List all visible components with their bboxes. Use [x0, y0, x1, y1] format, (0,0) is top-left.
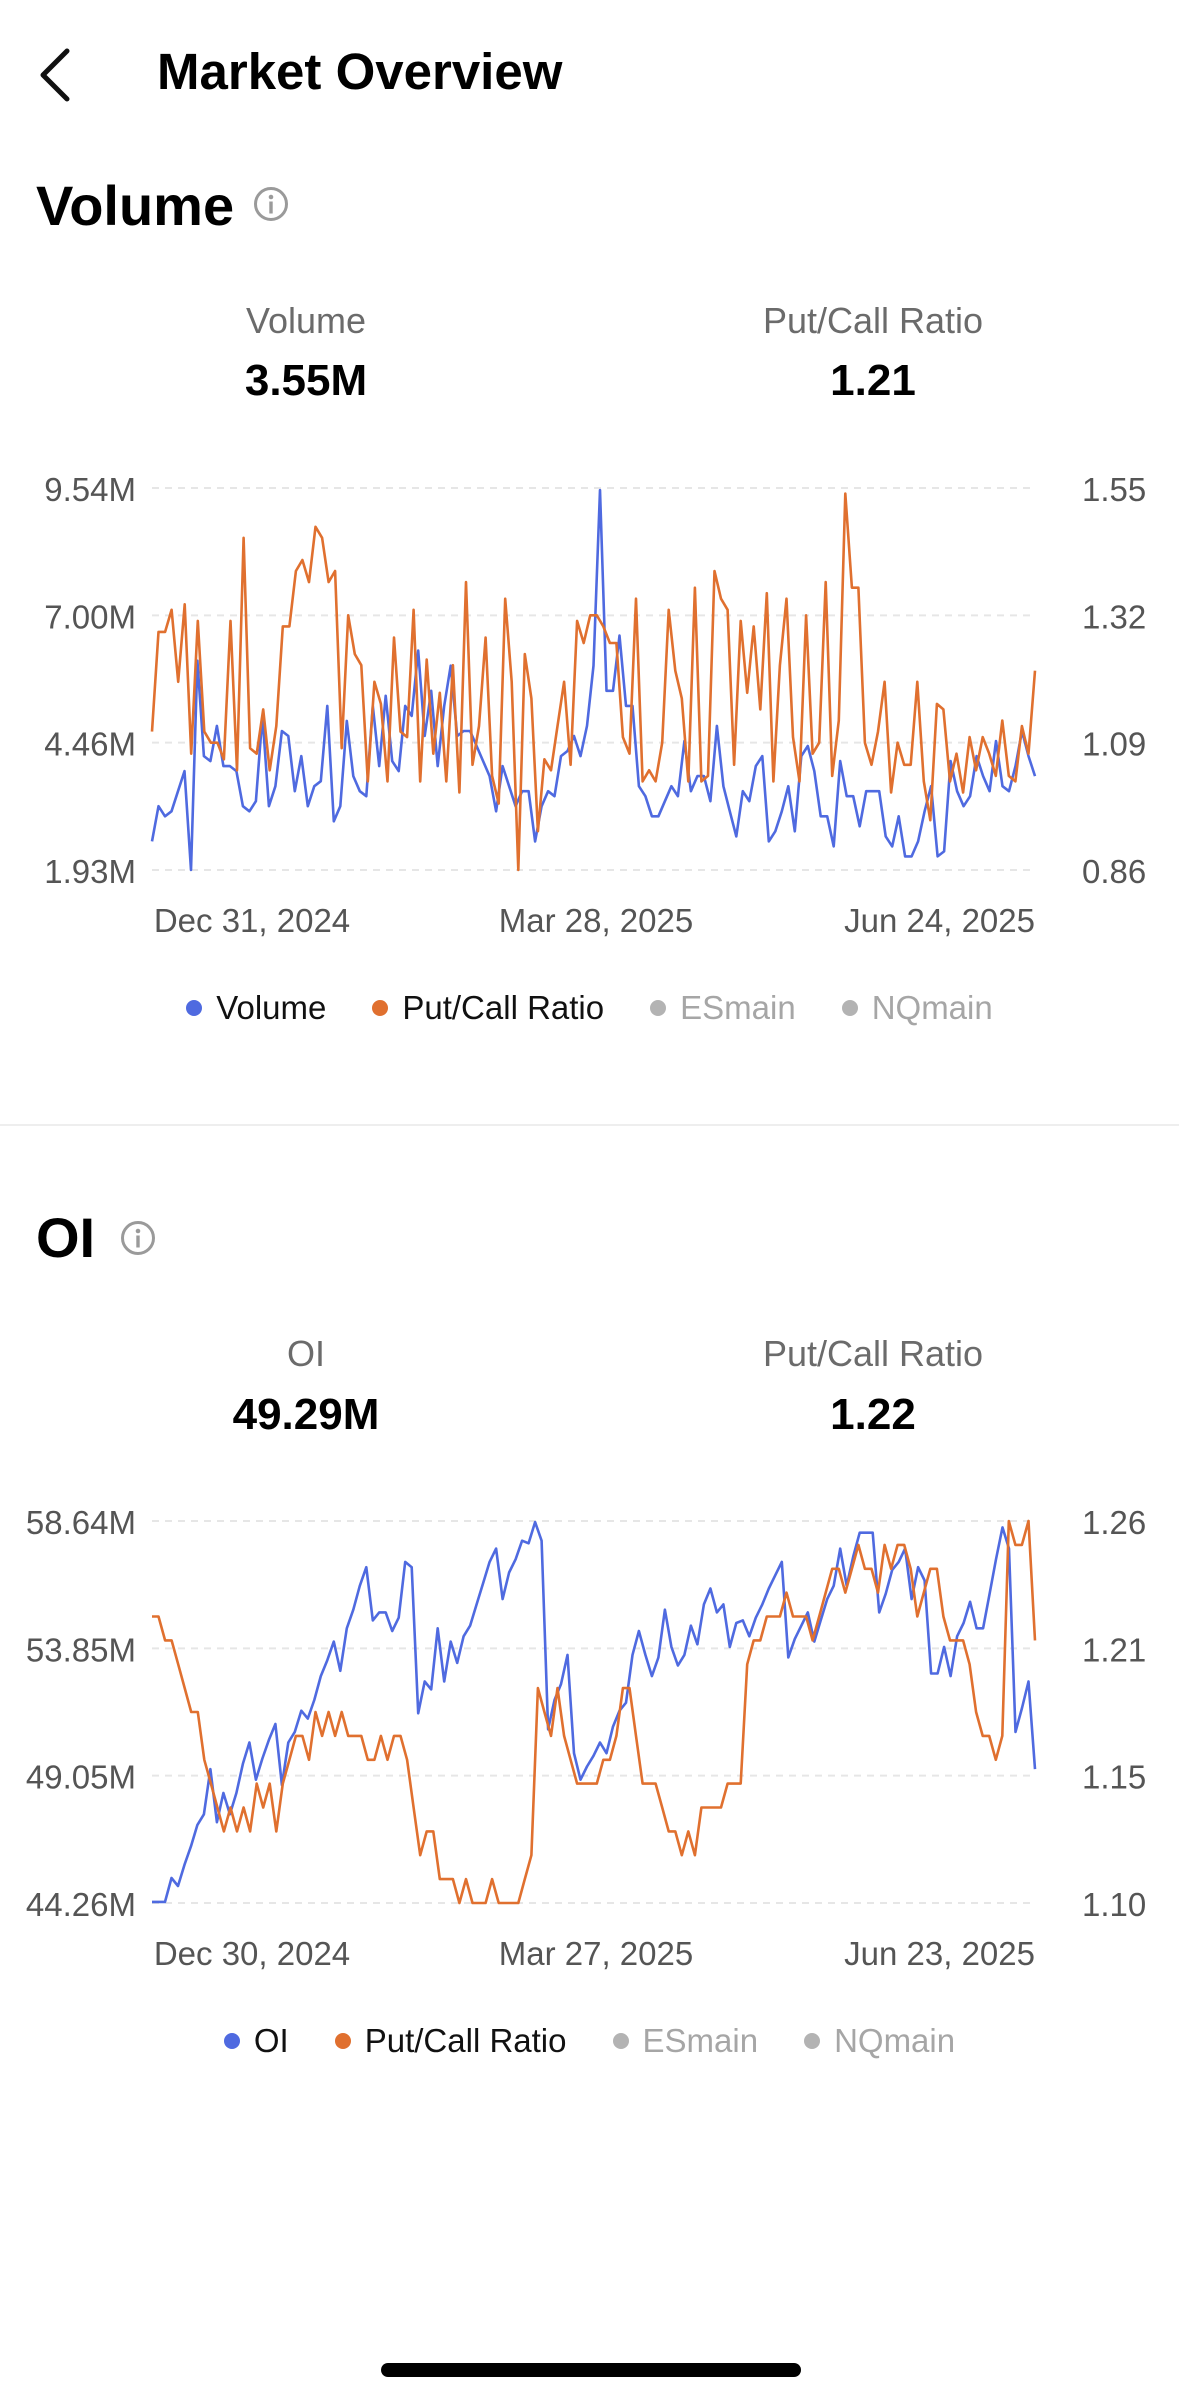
legend-dot-icon: [372, 1000, 389, 1016]
info-icon: [121, 1221, 155, 1255]
x-tick-label: Mar 28, 2025: [499, 902, 693, 939]
y-right-tick-label: 1.15: [1082, 1759, 1146, 1796]
back-button[interactable]: [30, 40, 80, 110]
stat-value-oi: 49.29M: [232, 1390, 380, 1439]
legend-dot-icon: [334, 2033, 351, 2049]
legend-dot-icon: [223, 2033, 240, 2049]
legend-label: OI: [253, 2022, 289, 2059]
legend-item-put-call-ratio[interactable]: Put/Call Ratio: [372, 989, 604, 1027]
chevron-left-icon: [40, 48, 70, 102]
legend-dot-icon: [186, 1000, 203, 1016]
section-title-volume: Volume: [36, 174, 235, 237]
legend-item-volume[interactable]: Volume: [186, 989, 326, 1027]
stat-value-oi-put-call-ratio: 1.22: [830, 1390, 916, 1439]
stat-label-volume: Volume: [245, 300, 367, 341]
legend-item-nqmain[interactable]: NQmain: [804, 2022, 955, 2060]
legend-dot-icon: [804, 2033, 821, 2049]
info-icon: [254, 187, 288, 221]
legend-item-esmain[interactable]: ESmain: [612, 2022, 759, 2060]
legend-item-nqmain[interactable]: NQmain: [841, 989, 993, 1027]
page-title: Market Overview: [157, 43, 563, 100]
oi-chart[interactable]: 58.64M 1.26 53.85M 1.21 49.05M 1.15 44.26M 1.10…: [0, 1483, 1179, 1993]
section-divider: [0, 1124, 1179, 1126]
section-title-oi: OI: [36, 1206, 96, 1269]
legend-item-oi[interactable]: OI: [223, 2022, 289, 2060]
y-left-tick-label: 53.85M: [26, 1631, 136, 1668]
x-tick-label: Dec 31, 2024: [154, 902, 350, 939]
oi-chart-legend: OI Put/Call Ratio ESmain NQmain: [0, 2011, 1179, 2071]
y-right-tick-label: 1.10: [1082, 1886, 1146, 1923]
y-right-tick-label: 1.32: [1082, 598, 1146, 635]
legend-label: Put/Call Ratio: [364, 2022, 567, 2059]
series-line-volume: [150, 488, 1037, 872]
x-tick-label: Jun 24, 2025: [844, 902, 1035, 939]
legend-label: Put/Call Ratio: [402, 989, 605, 1026]
y-left-tick-label: 1.93M: [44, 853, 136, 890]
y-left-tick-label: 7.00M: [44, 598, 136, 635]
stat-value-put-call-ratio: 1.21: [830, 356, 916, 405]
stat-label-oi-put-call-ratio: Put/Call Ratio: [762, 1333, 984, 1374]
y-left-tick-label: 44.26M: [26, 1886, 136, 1923]
stat-label-put-call-ratio: Put/Call Ratio: [762, 300, 984, 341]
y-right-tick-label: 1.26: [1082, 1504, 1146, 1541]
legend-label: Volume: [216, 989, 327, 1026]
y-left-tick-label: 4.46M: [44, 726, 136, 763]
y-left-tick-label: 9.54M: [44, 471, 136, 508]
legend-label: NQmain: [871, 989, 993, 1026]
legend-item-put-call-ratio[interactable]: Put/Call Ratio: [334, 2022, 567, 2060]
stat-value-volume: 3.55M: [244, 356, 368, 405]
volume-chart[interactable]: 9.54M 1.55 7.00M 1.32 4.46M 1.09 1.93M 0.86 Dec …: [0, 450, 1179, 960]
y-right-tick-label: 0.86: [1082, 853, 1146, 890]
legend-label: NQmain: [834, 2022, 956, 2059]
y-right-tick-label: 1.09: [1082, 726, 1146, 763]
x-tick-label: Mar 27, 2025: [499, 1935, 693, 1972]
volume-info-button[interactable]: [253, 186, 289, 227]
y-left-tick-label: 49.05M: [26, 1759, 136, 1796]
legend-dot-icon: [650, 1000, 667, 1016]
series-line-oi: [152, 1520, 1037, 1904]
stat-label-oi: OI: [286, 1333, 325, 1374]
volume-chart-legend: Volume Put/Call Ratio ESmain NQmain: [0, 978, 1179, 1038]
y-right-tick-label: 1.55: [1082, 471, 1146, 508]
legend-label: ESmain: [680, 989, 796, 1026]
y-left-tick-label: 58.64M: [26, 1504, 136, 1541]
series-line-put-call-ratio: [152, 1519, 1037, 1905]
legend-dot-icon: [612, 2033, 629, 2049]
series-line-put-call-ratio: [150, 492, 1037, 872]
home-indicator[interactable]: [381, 2363, 801, 2377]
oi-info-button[interactable]: [120, 1220, 156, 1261]
x-tick-label: Dec 30, 2024: [154, 1935, 350, 1972]
x-tick-label: Jun 23, 2025: [844, 1935, 1035, 1972]
legend-item-esmain[interactable]: ESmain: [650, 989, 796, 1027]
legend-dot-icon: [841, 1000, 858, 1016]
y-right-tick-label: 1.21: [1082, 1631, 1146, 1668]
legend-label: ESmain: [642, 2022, 759, 2059]
